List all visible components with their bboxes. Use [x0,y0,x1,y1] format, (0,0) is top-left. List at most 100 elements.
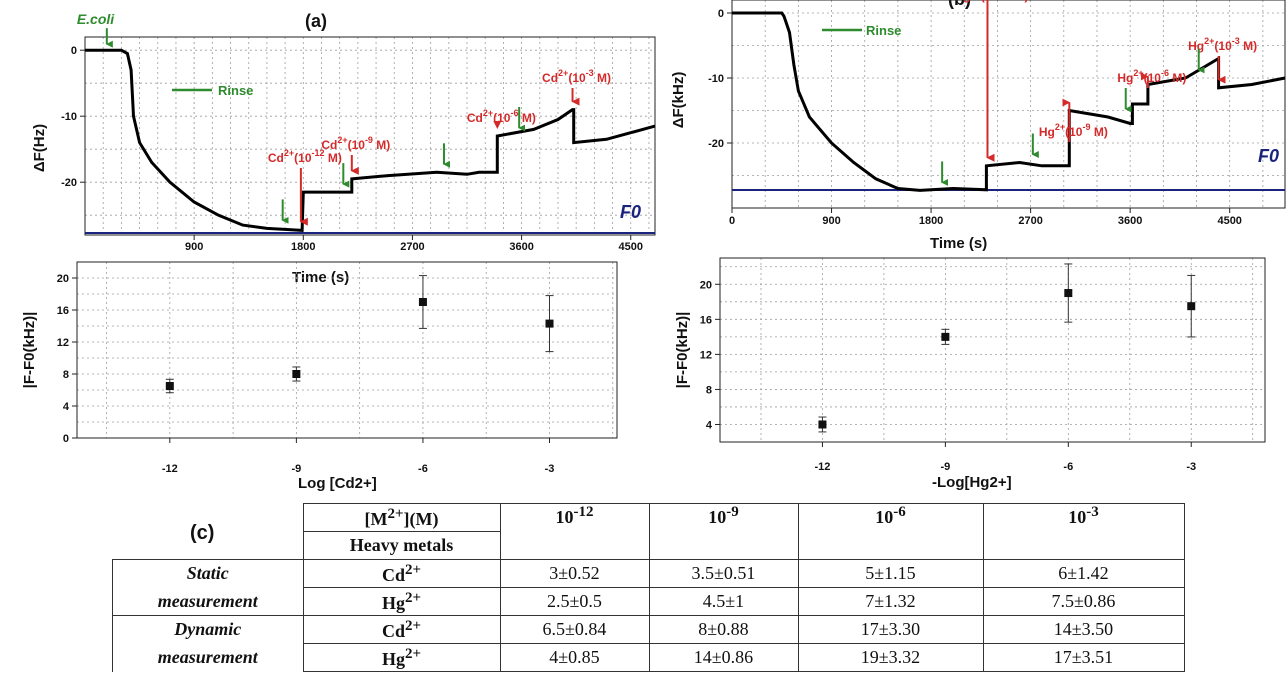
results-table: [M2+](M) 10-12 10-9 10-6 10-3 Heavy meta… [112,503,1185,672]
y-tick-label: 4 [706,419,713,431]
x-tick-label: -6 [418,463,428,475]
x-tick-label: 2700 [400,241,424,253]
group-label-dynamic: Dynamic [112,615,304,644]
panel-a-annotations: E.coli Cd2+​(10-12​ M)Cd2+​(10-9​ M) Cd2+​… [77,11,611,226]
ecoli-label: E.coli [77,11,115,27]
metal-addition-label: Hg2+​(10-3​ M) [1188,36,1257,53]
hg-scatter-grid [720,258,1265,442]
y-tick-label: -20 [708,138,724,150]
table-cell: 19±3.32 [797,643,984,672]
panel-b-grid [732,0,1285,208]
panel-label-a: (a) [305,11,327,31]
conc-header-2: 10-9 [648,503,799,560]
y-tick-label: 20 [700,279,712,291]
data-point [818,420,827,429]
group-label-dynamic-2: measurement [112,643,304,672]
y-tick-label: 12 [700,349,712,361]
table-cell: 5±1.15 [797,559,984,588]
conc-header-3: 10-6 [797,503,984,560]
x-tick-label: -12 [162,463,178,475]
table-row: measurement Hg2+ 2.5±0.5 4.5±1 7±1.32 7.… [112,587,1185,616]
panel-hg-scatter: -12 -9 -6 -3 4 8 12 16 20 -Log[Hg2+] |F-F0(kHz)| [674,257,1266,491]
data-point [941,332,950,341]
panel-label-b: (b) [948,0,971,9]
panel-cd-scatter: -12 -9 -6 -3 0 4 8 12 16 20 Log [Cd2+] |F-F0(kHz)… [21,261,618,492]
metal-addition-label: Cd2+​(10-9​ M) [321,135,390,152]
data-point [1187,302,1196,311]
table-row-header: Heavy metals [302,531,501,560]
table-cell: 6.5±0.84 [499,615,650,644]
table-cell: 4±0.85 [499,643,650,672]
x-tick-label: 1800 [291,241,315,253]
cd-scatter-x-axis-label: Log [Cd2+] [298,475,377,492]
table-row: measurement Hg2+ 4±0.85 14±0.86 19±3.32 … [112,643,1185,672]
panel-a-ticks: 900 1800 2700 3600 4500 0 -10 -20 [61,45,643,253]
y-tick-label: 20 [57,273,69,285]
data-point [165,382,174,390]
hg-scatter-frame [719,257,1266,443]
x-tick-label: 900 [185,241,203,253]
cd-scatter-frame [76,261,618,439]
x-tick-label: 3600 [1118,215,1142,227]
metal-addition-label: Cd2+​(10-6​ M) [467,108,536,125]
panel-a-y-axis-label: ΔF(Hz) [31,124,48,172]
table-cell: 7.5±0.86 [982,587,1185,616]
metal-addition-label: Hg2+​(10-9​ M) [1039,122,1108,139]
panel-a-trace [85,48,656,232]
metal-addition-label: Hg2+​(10-12​ M) [955,0,1029,3]
table-corner-blank-2 [113,532,304,560]
metal-label: Hg2+ [302,587,501,616]
panel-a-x-axis-label: Time (s) [292,269,349,286]
y-tick-label: 8 [706,384,712,396]
y-tick-label: 4 [63,401,70,413]
y-tick-label: -10 [708,73,724,85]
x-tick-label: 3600 [509,241,533,253]
y-tick-label: -10 [61,111,77,123]
y-tick-label: 16 [700,314,712,326]
panel-a-time-trace: 900 1800 2700 3600 4500 0 -10 -20 F0 E.coli Cd2+… [31,11,656,286]
table-cell: 4.5±1 [648,587,799,616]
panel-b-plot-frame [731,0,1286,209]
cd-scatter-points [165,275,554,394]
data-point [1064,289,1073,298]
metal-addition-label: Cd2+​(10-12​ M) [268,148,342,165]
metal-addition-label: Hg2+​(10-6​ M) [1117,68,1186,85]
cd-scatter-grid [77,262,617,438]
y-tick-label: 0 [63,433,69,445]
data-point [292,370,301,378]
x-tick-label: -3 [1186,461,1196,473]
hg-scatter-x-axis-label: -Log[Hg2+] [932,474,1012,491]
y-tick-label: 16 [57,305,69,317]
x-tick-label: 2700 [1018,215,1042,227]
panel-a-f0-label: F0 [620,202,641,222]
table-cell: 6±1.42 [982,559,1185,588]
group-label-static: Static [112,559,304,588]
panel-a-rinse-label: Rinse [218,83,253,98]
panel-b-time-trace: 0 900 1800 2700 3600 4500 0 -10 -20 F0 Hg2+​(10-… [670,0,1286,252]
table-cell: 14±0.86 [648,643,799,672]
group-label-static-2: measurement [112,587,304,616]
panel-a-plot-frame [84,36,656,236]
table-cell: 8±0.88 [648,615,799,644]
y-tick-label: 0 [718,8,724,20]
y-tick-label: -20 [61,177,77,189]
panel-label-c: (c) [190,522,215,544]
panel-b-f0-label: F0 [1258,146,1279,166]
panel-b-y-axis-label: ΔF(kHz) [670,72,687,129]
table-row: Dynamic Cd2+ 6.5±0.84 8±0.88 17±3.30 14±… [112,615,1185,644]
panel-a-grid [85,37,655,235]
table-cell: 2.5±0.5 [499,587,650,616]
hg-scatter-points [818,263,1196,433]
x-tick-label: -12 [814,461,830,473]
x-tick-label: -3 [545,463,555,475]
panel-b-x-axis-label: Time (s) [930,235,987,252]
x-tick-label: 4500 [619,241,643,253]
metal-addition-label: Cd2+​(10-3​ M) [542,68,611,85]
table-cell: 3±0.52 [499,559,650,588]
x-tick-label: 4500 [1217,215,1241,227]
x-tick-label: 900 [822,215,840,227]
x-tick-label: -9 [940,461,950,473]
panel-b-annotations: Hg2+​(10-12​ M) Hg2+​(10-9​ M) Hg2+​(10-6​… [941,0,1257,186]
y-tick-label: 12 [57,337,69,349]
